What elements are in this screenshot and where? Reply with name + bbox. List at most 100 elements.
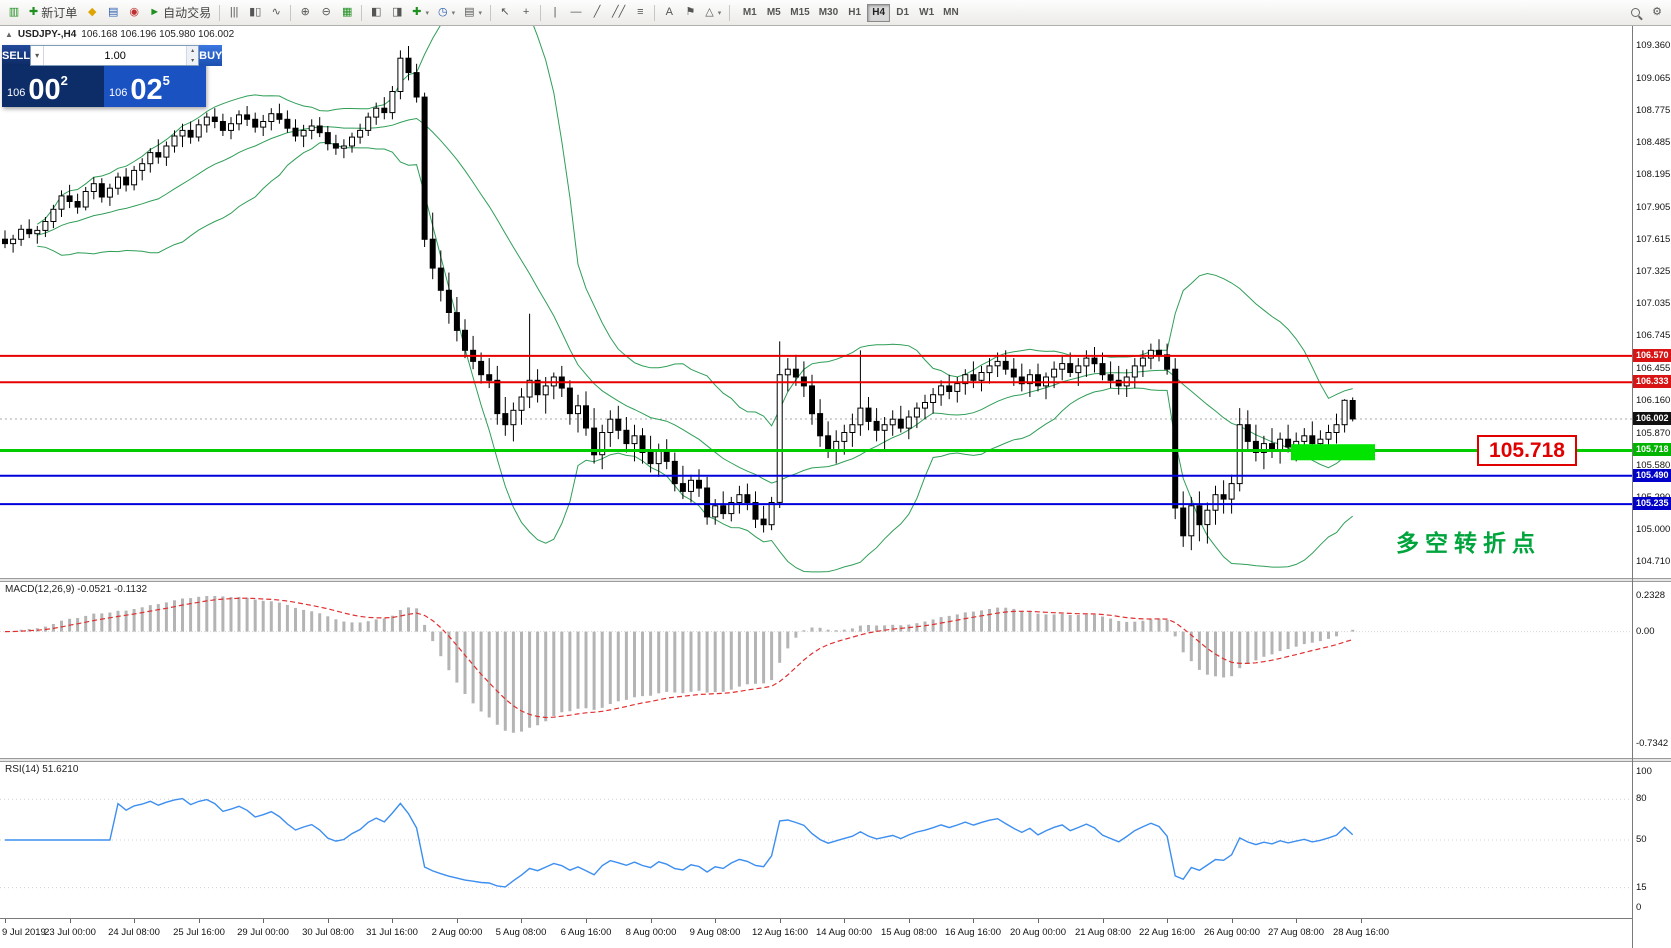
fibonacci-button[interactable]: ≡ (630, 3, 650, 23)
price-tag-106.570: 106.570 (1633, 349, 1671, 362)
volume-input[interactable] (44, 46, 187, 65)
time-axis[interactable]: 9 Jul 2019 23 Jul 00:00 24 Jul 08:00 25 Jul… (0, 918, 1632, 948)
macd-signal-line (4, 597, 1353, 719)
turning-point-annotation[interactable]: 多空转折点 (1396, 530, 1541, 556)
timeframe-button-h4[interactable]: H4 (867, 3, 891, 22)
chart-shift-button[interactable]: ◨ (387, 3, 407, 23)
vertical-line-icon: | (553, 6, 557, 18)
time-tick (1167, 919, 1168, 923)
zoom-out-button[interactable]: ⊖ (316, 3, 336, 23)
symbol-title: USDJPY-,H4 (17, 29, 77, 40)
price-axis-label: 105.580 (1636, 460, 1671, 471)
autotrading-label: 自动交易 (163, 6, 212, 20)
new-order-label: 新订单 (41, 6, 78, 20)
price-callout-105718[interactable]: 105.718 (1477, 435, 1577, 466)
sell-price-pip: 2 (60, 73, 68, 88)
price-axis-label: 107.035 (1636, 298, 1671, 309)
timeframe-button-m30[interactable]: M30 (818, 7, 839, 18)
time-axis-label: 6 Aug 16:00 (560, 927, 612, 938)
time-axis-label: 5 Aug 08:00 (495, 927, 547, 938)
search-button[interactable] (1625, 3, 1645, 23)
timeframe-button-h1[interactable]: H1 (848, 7, 862, 18)
price-axis-label: 108.195 (1636, 169, 1671, 180)
toolbar-separator (219, 4, 221, 21)
bollinger-upper-line (37, 26, 1353, 427)
volume-up-button[interactable]: ▴ (187, 46, 199, 56)
current-price-tag: 106.002 (1633, 412, 1671, 425)
settings-button[interactable]: ⚙ (1647, 3, 1667, 23)
price-axis[interactable]: 109.360 109.065 108.775 108.485 108.195 107.9… (1633, 26, 1671, 578)
sell-price-display[interactable]: 106 00 2 (2, 66, 104, 107)
buy-button[interactable]: BUY (199, 45, 223, 66)
time-tick (973, 919, 974, 923)
templates-button[interactable]: ▤ ▾ (460, 3, 486, 23)
market-watch-icon: ▤ (108, 6, 119, 18)
chart-marker-icon: ▲ (5, 30, 13, 39)
highlight-rectangle[interactable] (1291, 444, 1375, 461)
timeframe-button-w1[interactable]: W1 (919, 7, 935, 18)
price-axis-label: 105.870 (1636, 428, 1671, 439)
text-icon: A (665, 6, 673, 18)
cursor-button[interactable]: ↖ (495, 3, 515, 23)
autotrading-button[interactable]: ► 自动交易 (145, 3, 215, 23)
clock-icon: ◷ (437, 6, 448, 18)
sound-button[interactable]: ◉ (124, 3, 144, 23)
timeframe-button-mn[interactable]: MN (943, 7, 959, 18)
auto-arrange-button[interactable]: ◧ (366, 3, 386, 23)
zoom-in-button[interactable]: ⊕ (295, 3, 315, 23)
text-button[interactable]: A (659, 3, 679, 23)
tile-windows-button[interactable]: ▦ (337, 3, 357, 23)
indicators-button[interactable]: ✚ ▾ (408, 3, 433, 23)
metaeditor-icon: ◆ (88, 6, 97, 18)
sell-price-big: 00 (28, 74, 61, 107)
time-tick (780, 919, 781, 923)
cursor-icon: ↖ (500, 6, 510, 18)
shapes-button[interactable]: △ ▾ (701, 3, 725, 23)
buy-price-prefix: 106 (109, 87, 128, 99)
price-axis-label: 105.000 (1636, 524, 1671, 535)
trendline-button[interactable]: ╱ (587, 3, 607, 23)
price-axis-label: 107.325 (1636, 266, 1671, 277)
periods-button[interactable]: ◷ ▾ (434, 3, 459, 23)
line-chart-button[interactable]: ∿ (266, 3, 286, 23)
price-tag-105.490: 105.490 (1633, 469, 1671, 482)
new-order-button[interactable]: ✚ 新订单 (25, 3, 81, 23)
timeframe-button-m5[interactable]: M5 (766, 7, 781, 18)
market-watch-button[interactable]: ▤ (103, 3, 123, 23)
panel-splitter[interactable] (0, 758, 1632, 762)
text-label-button[interactable]: ⚑ (680, 3, 700, 23)
price-axis-label: 109.065 (1636, 73, 1671, 84)
main-chart-panel[interactable]: ▲ USDJPY-,H4 106.168 106.196 105.980 106… (0, 26, 1632, 578)
timeframe-button-m1[interactable]: M1 (742, 7, 757, 18)
price-axis-label: 109.360 (1636, 40, 1671, 51)
horizontal-line-button[interactable]: — (566, 3, 586, 23)
toolbar-separator (361, 4, 363, 21)
sell-button[interactable]: SELL (2, 45, 31, 66)
volume-down-button[interactable]: ▾ (187, 55, 199, 65)
price-tag-105.718: 105.718 (1633, 443, 1671, 456)
bar-chart-button[interactable]: ||| (224, 3, 244, 23)
fibonacci-icon: ≡ (637, 6, 644, 18)
volume-dropdown-button[interactable]: ▾ (31, 46, 45, 65)
metaeditor-button[interactable]: ◆ (82, 3, 102, 23)
time-axis-label: 8 Aug 00:00 (625, 927, 677, 938)
price-axis-label: 108.485 (1636, 137, 1671, 148)
macd-label: MACD(12,26,9) -0.0521 -0.1132 (5, 584, 148, 595)
time-axis-label: 24 Jul 08:00 (108, 927, 160, 938)
channel-button[interactable]: ╱╱ (608, 3, 629, 23)
panel-splitter[interactable] (0, 578, 1632, 582)
volume-field: ▾ ▴ ▾ (30, 45, 200, 66)
candlestick-chart-button[interactable]: ▮▯ (245, 3, 265, 23)
toolbar: ▥ ✚ 新订单 ◆ ▤ ◉ ► 自动交易 ||| ▮▯ ∿ ⊕ ⊖ ▦ ◧ ◨ … (0, 0, 1671, 26)
timeframe-button-m15[interactable]: M15 (790, 7, 810, 18)
crosshair-button[interactable]: + (516, 3, 536, 23)
settings-icon: ⚙ (1652, 6, 1662, 18)
timeframe-button-d1[interactable]: D1 (896, 7, 910, 18)
rsi-axis-label: 0 (1636, 902, 1642, 913)
time-tick (715, 919, 716, 923)
macd-axis: 0.2328 0.00 -0.7342 (1633, 582, 1671, 758)
buy-price-display[interactable]: 106 02 5 (104, 66, 206, 107)
vertical-line-button[interactable]: | (545, 3, 565, 23)
